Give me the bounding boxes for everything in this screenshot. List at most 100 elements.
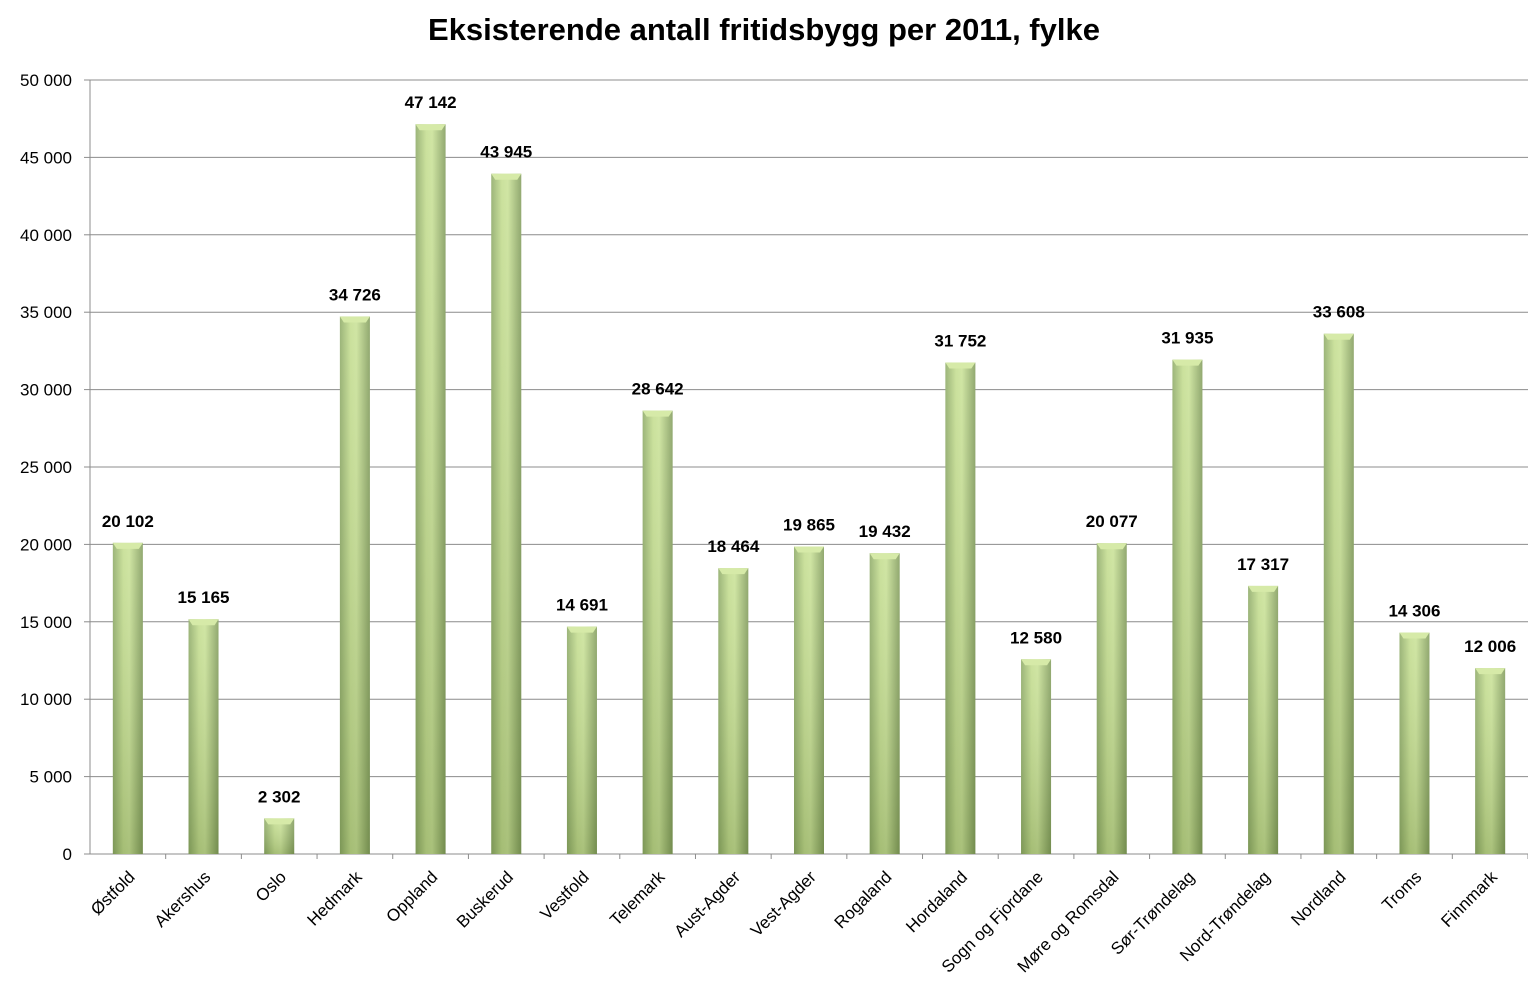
data-label: 2 302	[258, 787, 301, 806]
bar	[188, 619, 219, 854]
x-tick-label: Vestfold	[537, 867, 593, 923]
bar-shade	[491, 173, 522, 855]
bar-shade	[1475, 668, 1506, 854]
bar-shade	[188, 619, 219, 854]
data-label: 20 102	[102, 512, 154, 531]
bar-bevel	[112, 542, 143, 549]
bar-bevel	[718, 568, 749, 575]
bar-bevel	[188, 619, 219, 626]
bar-bevel	[1475, 668, 1506, 675]
chart-title: Eksisterende antall fritidsbygg per 2011…	[428, 12, 1100, 47]
data-label: 14 306	[1388, 602, 1440, 621]
bar-shade	[339, 316, 370, 854]
bar	[1399, 632, 1430, 854]
bar-shade	[566, 626, 597, 854]
bar-bevel	[945, 362, 976, 369]
bar-shade	[945, 362, 976, 854]
bar	[1172, 359, 1203, 854]
bar-shade	[1248, 585, 1279, 854]
data-label: 17 317	[1237, 555, 1289, 574]
y-tick-label: 10 000	[20, 690, 72, 709]
bar-bevel	[1248, 585, 1279, 592]
bar	[415, 124, 446, 855]
x-tick-label: Akershus	[151, 867, 215, 931]
x-tick-labels: Østfold Akershus Oslo Hedmark Oppland Buskeru…	[87, 867, 1501, 976]
bar-bevel	[1021, 659, 1052, 666]
data-label: 33 608	[1313, 303, 1365, 322]
data-labels: 20 102 15 165 2 302 34 726 47 142 43 945 14 69…	[102, 93, 1516, 806]
bar	[945, 362, 976, 854]
x-tick-label: Buskerud	[453, 867, 517, 931]
y-tick-labels: 0 5 000 10 000 15 000 20 000 25 000 30 000 35 0…	[20, 71, 72, 864]
bar	[1096, 543, 1127, 854]
bar-shade	[718, 568, 749, 854]
bar-shade	[794, 546, 824, 854]
data-label: 43 945	[480, 143, 532, 162]
bar-bevel	[339, 316, 370, 323]
data-label: 19 432	[859, 522, 911, 541]
x-tick-label: Hordaland	[902, 867, 971, 936]
x-tick-label: Østfold	[87, 867, 139, 919]
y-tick-label: 15 000	[20, 613, 72, 632]
data-label: 20 077	[1086, 512, 1138, 531]
data-label: 12 006	[1464, 637, 1516, 656]
data-label: 15 165	[178, 588, 230, 607]
bar	[869, 553, 900, 854]
bar-bevel	[794, 546, 824, 553]
data-label: 12 580	[1010, 628, 1062, 647]
x-tick-label: Nordland	[1287, 867, 1349, 929]
x-tick-label: Vest-Agder	[747, 867, 820, 940]
bar-shade	[1399, 632, 1430, 854]
x-tick-label: Oppland	[383, 867, 442, 926]
bar	[1021, 659, 1052, 854]
bar-bevel	[869, 553, 900, 560]
bar-bevel	[491, 173, 522, 180]
bar	[642, 410, 673, 854]
y-tick-label: 45 000	[20, 148, 72, 167]
data-label: 28 642	[632, 380, 684, 399]
bar-shade	[869, 553, 900, 854]
data-label: 18 464	[707, 537, 760, 556]
bar-shade	[1323, 333, 1354, 854]
bar-bevel	[1096, 543, 1127, 550]
bar-shade	[1172, 359, 1203, 854]
y-tick-label: 25 000	[20, 458, 72, 477]
bar-bevel	[415, 124, 446, 131]
bar-bevel	[1323, 333, 1354, 340]
x-tick-label: Telemark	[606, 867, 669, 930]
data-label: 34 726	[329, 285, 381, 304]
x-tick-label: Troms	[1378, 867, 1425, 914]
y-tick-label: 30 000	[20, 381, 72, 400]
bar-bevel	[264, 818, 295, 825]
bar	[1475, 668, 1506, 854]
bar	[491, 173, 522, 855]
bar-bevel	[1172, 359, 1203, 366]
bar-shade	[1096, 543, 1127, 854]
bar-bevel	[642, 410, 673, 417]
bar	[112, 542, 143, 854]
bar	[718, 568, 749, 854]
bar	[339, 316, 370, 854]
bar	[264, 818, 295, 854]
x-tick-label: Hedmark	[304, 867, 367, 930]
y-tick-label: 50 000	[20, 71, 72, 90]
y-tick-label: 5 000	[29, 768, 72, 787]
bar-shade	[642, 410, 673, 854]
bar-shade	[415, 124, 446, 855]
bar-bevel	[1399, 632, 1430, 639]
bar	[794, 546, 824, 854]
bars	[112, 124, 1506, 855]
bar-shade	[1021, 659, 1052, 854]
bar-bevel	[566, 626, 597, 633]
bar	[1323, 333, 1354, 854]
x-tick-label: Rogaland	[831, 867, 896, 932]
y-tick-label: 40 000	[20, 226, 72, 245]
bar	[566, 626, 597, 854]
y-tick-label: 20 000	[20, 535, 72, 554]
bar-shade	[112, 542, 143, 854]
data-label: 19 865	[783, 515, 835, 534]
data-label: 47 142	[405, 93, 457, 112]
data-label: 31 935	[1161, 329, 1213, 348]
